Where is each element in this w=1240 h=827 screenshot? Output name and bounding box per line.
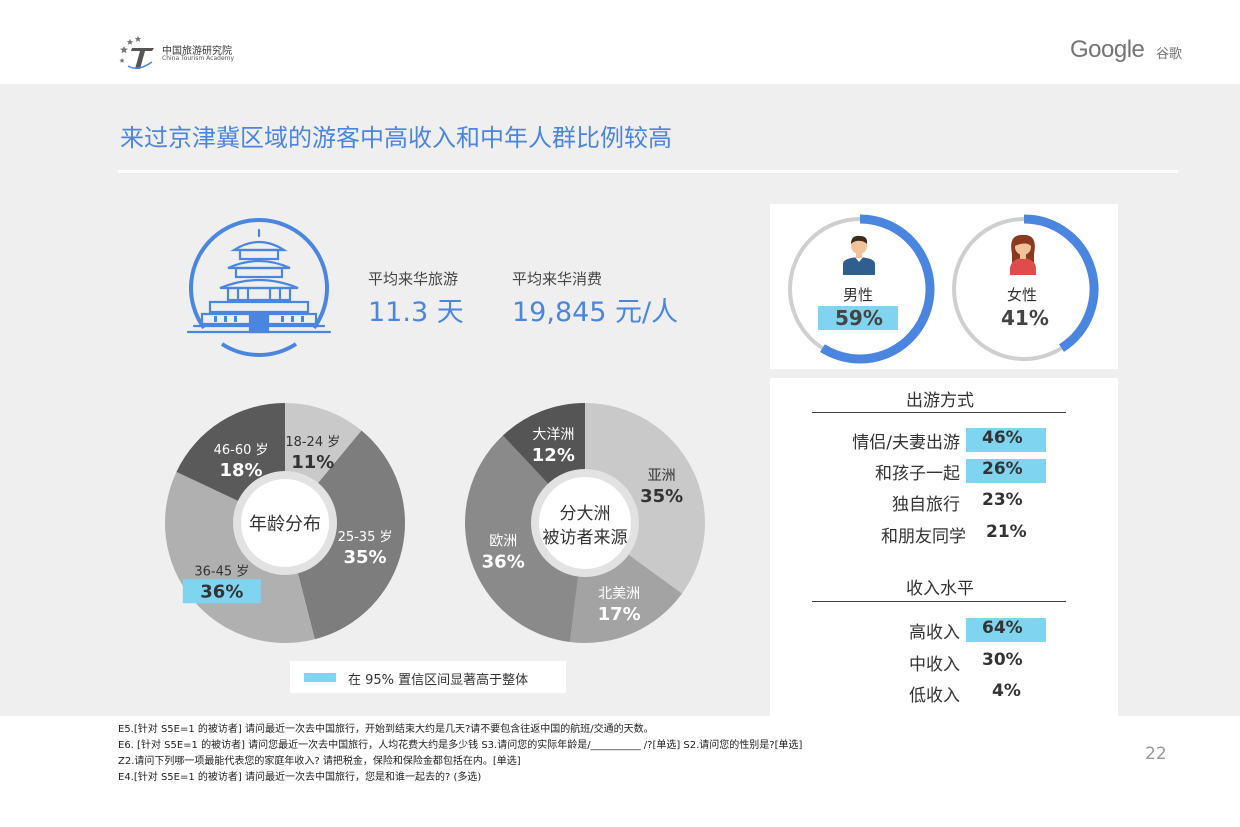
continent-chart-title: 分大洲 [560,504,611,524]
china-tourism-academy-logo: 中国旅游研究院 China Tourism Academy [118,36,278,72]
footnote: Z2.请问下列哪一项最能代表您的家庭年收入? 请把税金，保险和保险金都包括在内。… [118,756,521,767]
age-category-label: 36-45 岁 [194,564,249,579]
age-category-label: 18-24 岁 [285,435,340,450]
page-title: 来过京津冀区域的游客中高收入和中年人群比例较高 [120,124,672,152]
income-row-label: 中收入 [909,655,960,675]
income-title: 收入水平 [906,579,974,599]
female-value: 41% [1001,306,1049,330]
travel-row-label: 和孩子一起 [875,464,960,484]
avg-stay-value: 11.3 天 [368,297,464,328]
income-row-label: 低收入 [909,686,960,706]
org-name-cn: 中国旅游研究院 [162,46,232,57]
legend-text: 在 95% 置信区间显著高于整体 [348,673,529,688]
age-slice [285,430,406,640]
org-name-en: China Tourism Academy [162,55,235,62]
legend-swatch [304,673,336,682]
continent-value-label: 12% [532,445,575,466]
travel-mode-divider [812,412,1066,413]
continent-category-label: 北美洲 [598,586,640,602]
age-category-label: 25-35 岁 [338,530,393,545]
income-divider [812,601,1066,602]
income-row-highlight [966,618,1046,642]
travel-row-label: 独自旅行 [892,495,960,515]
footnotes: E5.[针对 S5E=1 的被访者] 请问最近一次去中国旅行，开始到结束大约是几… [118,722,1118,786]
legend: 在 95% 置信区间显著高于整体 [290,661,566,693]
travel-row-value: 46% [982,428,1023,448]
travel-row-highlight [966,428,1046,452]
travel-row-highlight [966,459,1046,483]
title-divider [118,170,1178,173]
male-label: 男性 [843,286,874,304]
income-row-value: 4% [992,681,1021,701]
footnote: E5.[针对 S5E=1 的被访者] 请问最近一次去中国旅行，开始到结束大约是几… [118,724,654,735]
age-value-label: 36% [200,581,243,602]
travel-row-label: 情侣/夫妻出游 [852,433,960,453]
travel-row-label: 和朋友同学 [881,527,966,547]
travel-row-value: 26% [982,459,1023,479]
continent-slice [585,403,705,594]
age-category-label: 46-60 岁 [214,443,269,458]
man-avatar-icon [843,235,875,275]
male-value: 59% [835,306,883,330]
google-logo: Google [1070,36,1145,63]
gender-card: 男性 59% 女性 41% [770,204,1118,369]
woman-avatar-icon [1010,234,1036,275]
travel-row-value: 23% [982,490,1023,510]
female-label: 女性 [1007,286,1038,304]
cta-logo-icon [119,36,154,69]
age-value-label: 11% [291,452,334,473]
income-row-label: 高收入 [909,623,960,643]
gender-ring-value [820,214,935,364]
avg-spend-label: 平均来华消费 [512,270,603,288]
travel-mode-title: 出游方式 [906,391,974,411]
continent-chart-title: 被访者来源 [543,528,628,548]
avg-stay-label: 平均来华旅游 [368,270,459,288]
temple-of-heaven-icon [186,218,332,357]
continent-value-label: 36% [482,552,525,573]
gender-ring-value [1023,214,1099,352]
income-row-value: 30% [982,650,1023,670]
donut-hub [241,479,329,567]
donut-hub [539,477,631,569]
age-value-label: 18% [220,460,263,481]
age-highlight [182,579,261,604]
age-value-label: 35% [343,547,386,568]
page-number: 22 [1145,744,1167,764]
avg-spend-value: 19,845 元/人 [512,297,679,328]
age-distribution-chart: 年龄分布 18-24 岁 11% 25-35 岁 35% 36-45 岁 36% 46-60 … [164,403,406,643]
travel-row-value: 21% [986,522,1027,542]
continent-value-label: 17% [598,604,641,625]
gender-ring-chart [788,214,1099,364]
continent-category-label: 亚洲 [648,468,676,484]
travel-income-card: 出游方式 情侣/夫妻出游 46% 和孩子一起 26% 独自旅行 23% 和朋友同… [770,378,1118,716]
age-chart-title: 年龄分布 [249,514,321,535]
continent-value-label: 35% [640,486,683,507]
continent-category-label: 欧洲 [489,534,517,550]
male-highlight [818,306,898,330]
footnote: E6. [针对 S5E=1 的被访者] 请问您最近一次去中国旅行，人均花费大约是… [118,740,803,751]
continent-category-label: 大洋洲 [532,427,574,443]
header: 中国旅游研究院 China Tourism Academy Google 谷歌 [0,0,1240,84]
income-row-value: 64% [982,618,1023,638]
google-logo-cn: 谷歌 [1156,47,1183,62]
footnote: E4.[针对 S5E=1 的被访者] 请问最近一次去中国旅行，您是和谁一起去的?… [118,772,482,783]
continent-slice [464,435,585,643]
